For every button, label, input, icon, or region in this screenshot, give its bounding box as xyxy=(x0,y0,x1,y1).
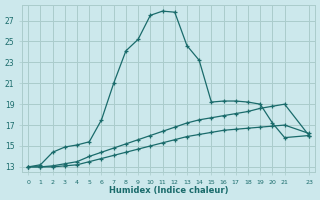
X-axis label: Humidex (Indice chaleur): Humidex (Indice chaleur) xyxy=(109,186,228,195)
